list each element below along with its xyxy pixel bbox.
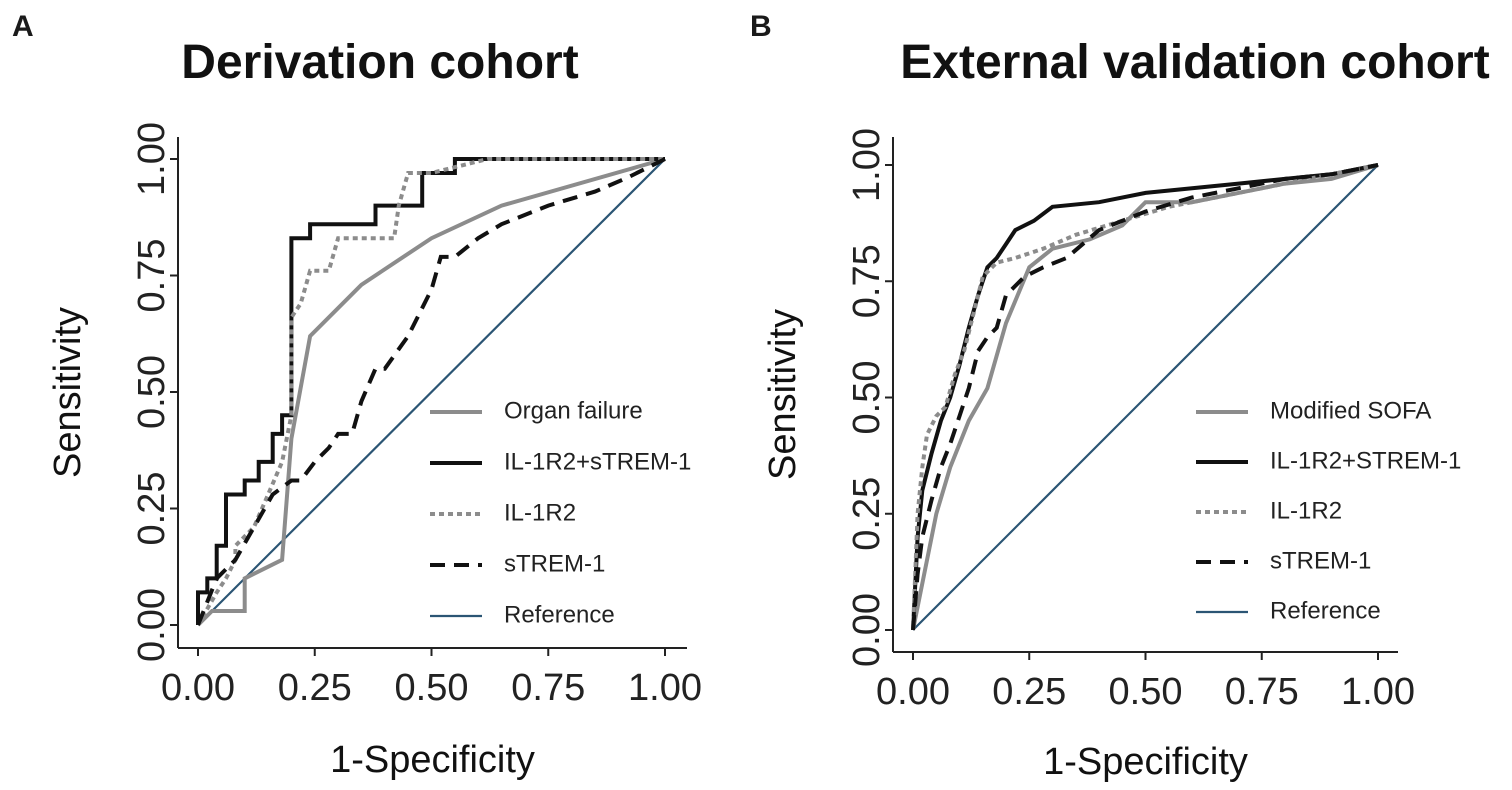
y-tick-label: 0.00 bbox=[131, 588, 173, 662]
legend-label-strem-1: sTREM-1 bbox=[1270, 547, 1371, 574]
y-tick-label: 1.00 bbox=[131, 122, 173, 196]
x-tick-label: 1.00 bbox=[1341, 671, 1415, 713]
y-tick-label: 0.50 bbox=[846, 361, 888, 435]
series-line-reference bbox=[197, 158, 666, 626]
legend-label-reference: Reference bbox=[504, 601, 615, 628]
y-axis-label: Sensitivity bbox=[762, 309, 804, 480]
y-axis-label: Sensitivity bbox=[47, 307, 89, 478]
x-tick-label: 0.75 bbox=[511, 667, 585, 709]
x-tick-label: 1.00 bbox=[628, 667, 702, 709]
panel-a-title: Derivation cohort bbox=[181, 36, 578, 89]
x-tick-label: 0.00 bbox=[876, 671, 950, 713]
panel-a-label: A bbox=[12, 10, 34, 43]
legend-label-modified-sofa: Modified SOFA bbox=[1270, 397, 1431, 424]
series-line-modified-sofa bbox=[911, 163, 1379, 631]
x-tick-label: 0.75 bbox=[1225, 671, 1299, 713]
series-line-il-1r2-strem-1 bbox=[911, 163, 1379, 631]
panel-b-label: B bbox=[750, 10, 772, 43]
legend-label-il-1r2: IL-1R2 bbox=[1270, 497, 1342, 524]
x-axis-label: 1-Specificity bbox=[330, 739, 535, 781]
panel-b-plot: 0.00 0.25 0.50 0.75 1.00 0.00 0.25 0.50 0.75 1.00… bbox=[762, 128, 1461, 783]
panel-b-title: External validation cohort bbox=[900, 36, 1489, 89]
y-tick-label: 0.00 bbox=[846, 593, 888, 667]
y-tick-label: 0.25 bbox=[131, 472, 173, 546]
y-tick-label: 0.75 bbox=[131, 239, 173, 313]
legend-label-il-1r2-strem-1: IL-1R2+STREM-1 bbox=[1270, 447, 1461, 474]
x-tick-label: 0.25 bbox=[992, 671, 1066, 713]
legend: Organ failure IL-1R2+sTREM-1 IL-1R2 sTREM-1… bbox=[430, 397, 691, 628]
y-tick-label: 0.50 bbox=[131, 355, 173, 429]
x-tick-label: 0.00 bbox=[161, 667, 235, 709]
series-line-organ-failure bbox=[196, 157, 666, 627]
y-tick-label: 0.75 bbox=[846, 244, 888, 318]
y-tick-label: 0.25 bbox=[846, 477, 888, 551]
x-tick-label: 0.50 bbox=[395, 667, 469, 709]
series-line-il-1r2-strem-1 bbox=[196, 157, 665, 625]
legend-label-il-1r2-strem-1: IL-1R2+sTREM-1 bbox=[504, 448, 691, 475]
series-line-il-1r2 bbox=[196, 157, 665, 626]
legend-label-reference: Reference bbox=[1270, 597, 1381, 624]
x-axis-label: 1-Specificity bbox=[1043, 741, 1248, 783]
series-line-strem-1 bbox=[911, 163, 1379, 631]
legend: Modified SOFA IL-1R2+STREM-1 IL-1R2 sTREM-1… bbox=[1196, 397, 1461, 624]
legend-label-il-1r2: IL-1R2 bbox=[504, 499, 576, 526]
series-line-strem-1 bbox=[196, 157, 666, 626]
x-tick-label: 0.25 bbox=[278, 667, 352, 709]
x-tick-label: 0.50 bbox=[1109, 671, 1183, 713]
series-line-reference bbox=[912, 164, 1379, 631]
panel-a-plot: 0.00 0.25 0.50 0.75 1.00 0.00 0.25 0.50 0.75 1.00… bbox=[47, 122, 702, 781]
y-tick-label: 1.00 bbox=[846, 128, 888, 202]
panel-b: B External validation cohort 0.00 0.25 0.5… bbox=[750, 10, 1490, 783]
panel-a: A Derivation cohort 0.00 0.25 0.50 0.75 1.00… bbox=[12, 10, 702, 781]
legend-label-strem-1: sTREM-1 bbox=[504, 550, 605, 577]
legend-label-organ-failure: Organ failure bbox=[504, 397, 643, 424]
